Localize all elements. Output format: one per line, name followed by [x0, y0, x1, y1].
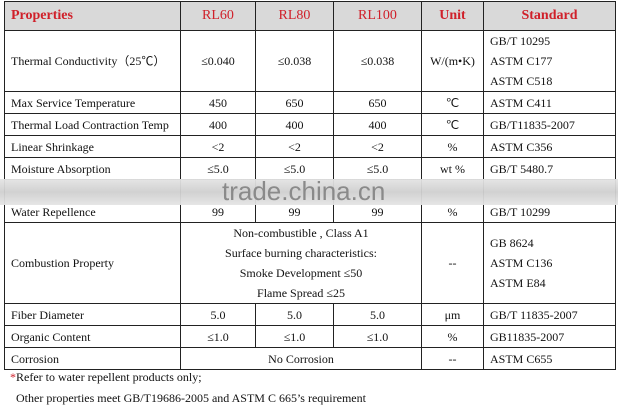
property-name: Thermal Load Contraction Temp	[4, 113, 181, 136]
table-row: Linear Shrinkage <2 <2 <2 % ASTM C356	[4, 135, 616, 158]
note-2: Other properties meet GB/T19686-2005 and…	[16, 391, 366, 405]
table-row: Max Service Temperature 450 650 650 ℃ AS…	[4, 91, 616, 114]
cell: Surface burning characteristics:	[225, 246, 377, 260]
unit-cell: ℃	[421, 113, 484, 136]
cell: <2	[255, 135, 334, 158]
cell: No Corrosion	[180, 347, 422, 370]
property-name: Corrosion	[4, 347, 181, 370]
standard: ASTM C518	[490, 74, 553, 88]
header-rl60: RL60	[180, 1, 256, 31]
unit-cell: ℃	[421, 91, 484, 114]
table-row: Thermal Load Contraction Temp 400 400 40…	[4, 113, 616, 136]
cell: 5.0	[180, 303, 256, 326]
property-name: Max Service Temperature	[4, 91, 181, 114]
standard-cell: ASTM C655	[483, 347, 616, 370]
properties-table: Properties RL60 RL80 RL100 Unit Standard…	[4, 1, 616, 370]
property-name: Thermal Conductivity（25℃）	[4, 30, 181, 92]
standard-cell: GB/T 10295 ASTM C177 ASTM C518	[483, 30, 616, 92]
cell: Smoke Development ≤50	[239, 266, 363, 280]
property-name: Organic Content	[4, 325, 181, 348]
cell: 400	[255, 113, 334, 136]
standard-cell: GB 8624 ASTM C136 ASTM E84	[483, 222, 616, 304]
cell: ≤1.0	[180, 325, 256, 348]
cell: 650	[333, 91, 422, 114]
combustion-values: Non-combustible , Class A1 Surface burnin…	[180, 222, 422, 304]
cell: 400	[333, 113, 422, 136]
standard: GB 8624	[490, 236, 534, 250]
property-name: Fiber Diameter	[4, 303, 181, 326]
standard-cell: GB/T 11835-2007	[483, 303, 616, 326]
table-row: Fiber Diameter 5.0 5.0 5.0 μm GB/T 11835…	[4, 303, 616, 326]
unit-cell: wt %	[421, 157, 484, 180]
cell: ≤1.0	[333, 325, 422, 348]
property-name: Moisture Absorption	[4, 157, 181, 180]
standard: GB/T 10295	[490, 34, 551, 48]
unit-cell: %	[421, 135, 484, 158]
cell: Flame Spread ≤25	[257, 286, 345, 300]
table-row: Thermal Conductivity（25℃） ≤0.040 ≤0.038 …	[4, 30, 616, 92]
unit-cell: W/(m•K)	[421, 30, 484, 92]
asterisk: *	[10, 370, 16, 384]
standard-cell: GB11835-2007	[483, 325, 616, 348]
unit-cell: --	[421, 347, 484, 370]
standard: ASTM E84	[490, 276, 546, 290]
cell: 650	[255, 91, 334, 114]
standard-cell: GB/T11835-2007	[483, 113, 616, 136]
cell: ≤0.038	[255, 30, 334, 92]
cell: ≤0.040	[180, 30, 256, 92]
standard: ASTM C177	[490, 54, 553, 68]
note-text: Refer to water repellent products only;	[16, 370, 202, 384]
standard-cell: ASTM C411	[483, 91, 616, 114]
header-unit: Unit	[421, 1, 484, 31]
standard-cell: ASTM C356	[483, 135, 616, 158]
table-row: Corrosion No Corrosion -- ASTM C655	[4, 347, 616, 370]
header-row: Properties RL60 RL80 RL100 Unit Standard	[4, 1, 616, 31]
header-standard: Standard	[483, 1, 616, 31]
cell: Non-combustible , Class A1	[233, 226, 369, 240]
cell: 5.0	[333, 303, 422, 326]
property-name: Linear Shrinkage	[4, 135, 181, 158]
note-1: *Refer to water repellent products only;	[10, 370, 202, 385]
standard: ASTM C136	[490, 256, 553, 270]
cell: ≤0.038	[333, 30, 422, 92]
watermark-band	[0, 179, 618, 205]
unit-cell: %	[421, 325, 484, 348]
cell: <2	[180, 135, 256, 158]
cell: <2	[333, 135, 422, 158]
table-row: Organic Content ≤1.0 ≤1.0 ≤1.0 % GB11835…	[4, 325, 616, 348]
cell: ≤1.0	[255, 325, 334, 348]
table-row: Combustion Property Non-combustible , Cl…	[4, 222, 616, 304]
header-properties: Properties	[4, 1, 181, 31]
cell: 400	[180, 113, 256, 136]
header-rl80: RL80	[255, 1, 334, 31]
cell: 5.0	[255, 303, 334, 326]
unit-cell: μm	[421, 303, 484, 326]
property-name: Combustion Property	[4, 222, 181, 304]
cell: 450	[180, 91, 256, 114]
standard-cell: GB/T 5480.7	[483, 157, 616, 180]
cell: ≤5.0	[180, 157, 256, 180]
unit-cell: --	[421, 222, 484, 304]
table-row: Moisture Absorption ≤5.0 ≤5.0 ≤5.0 wt % …	[4, 157, 616, 180]
watermark: trade.china.cn	[222, 176, 386, 206]
header-rl100: RL100	[333, 1, 422, 31]
